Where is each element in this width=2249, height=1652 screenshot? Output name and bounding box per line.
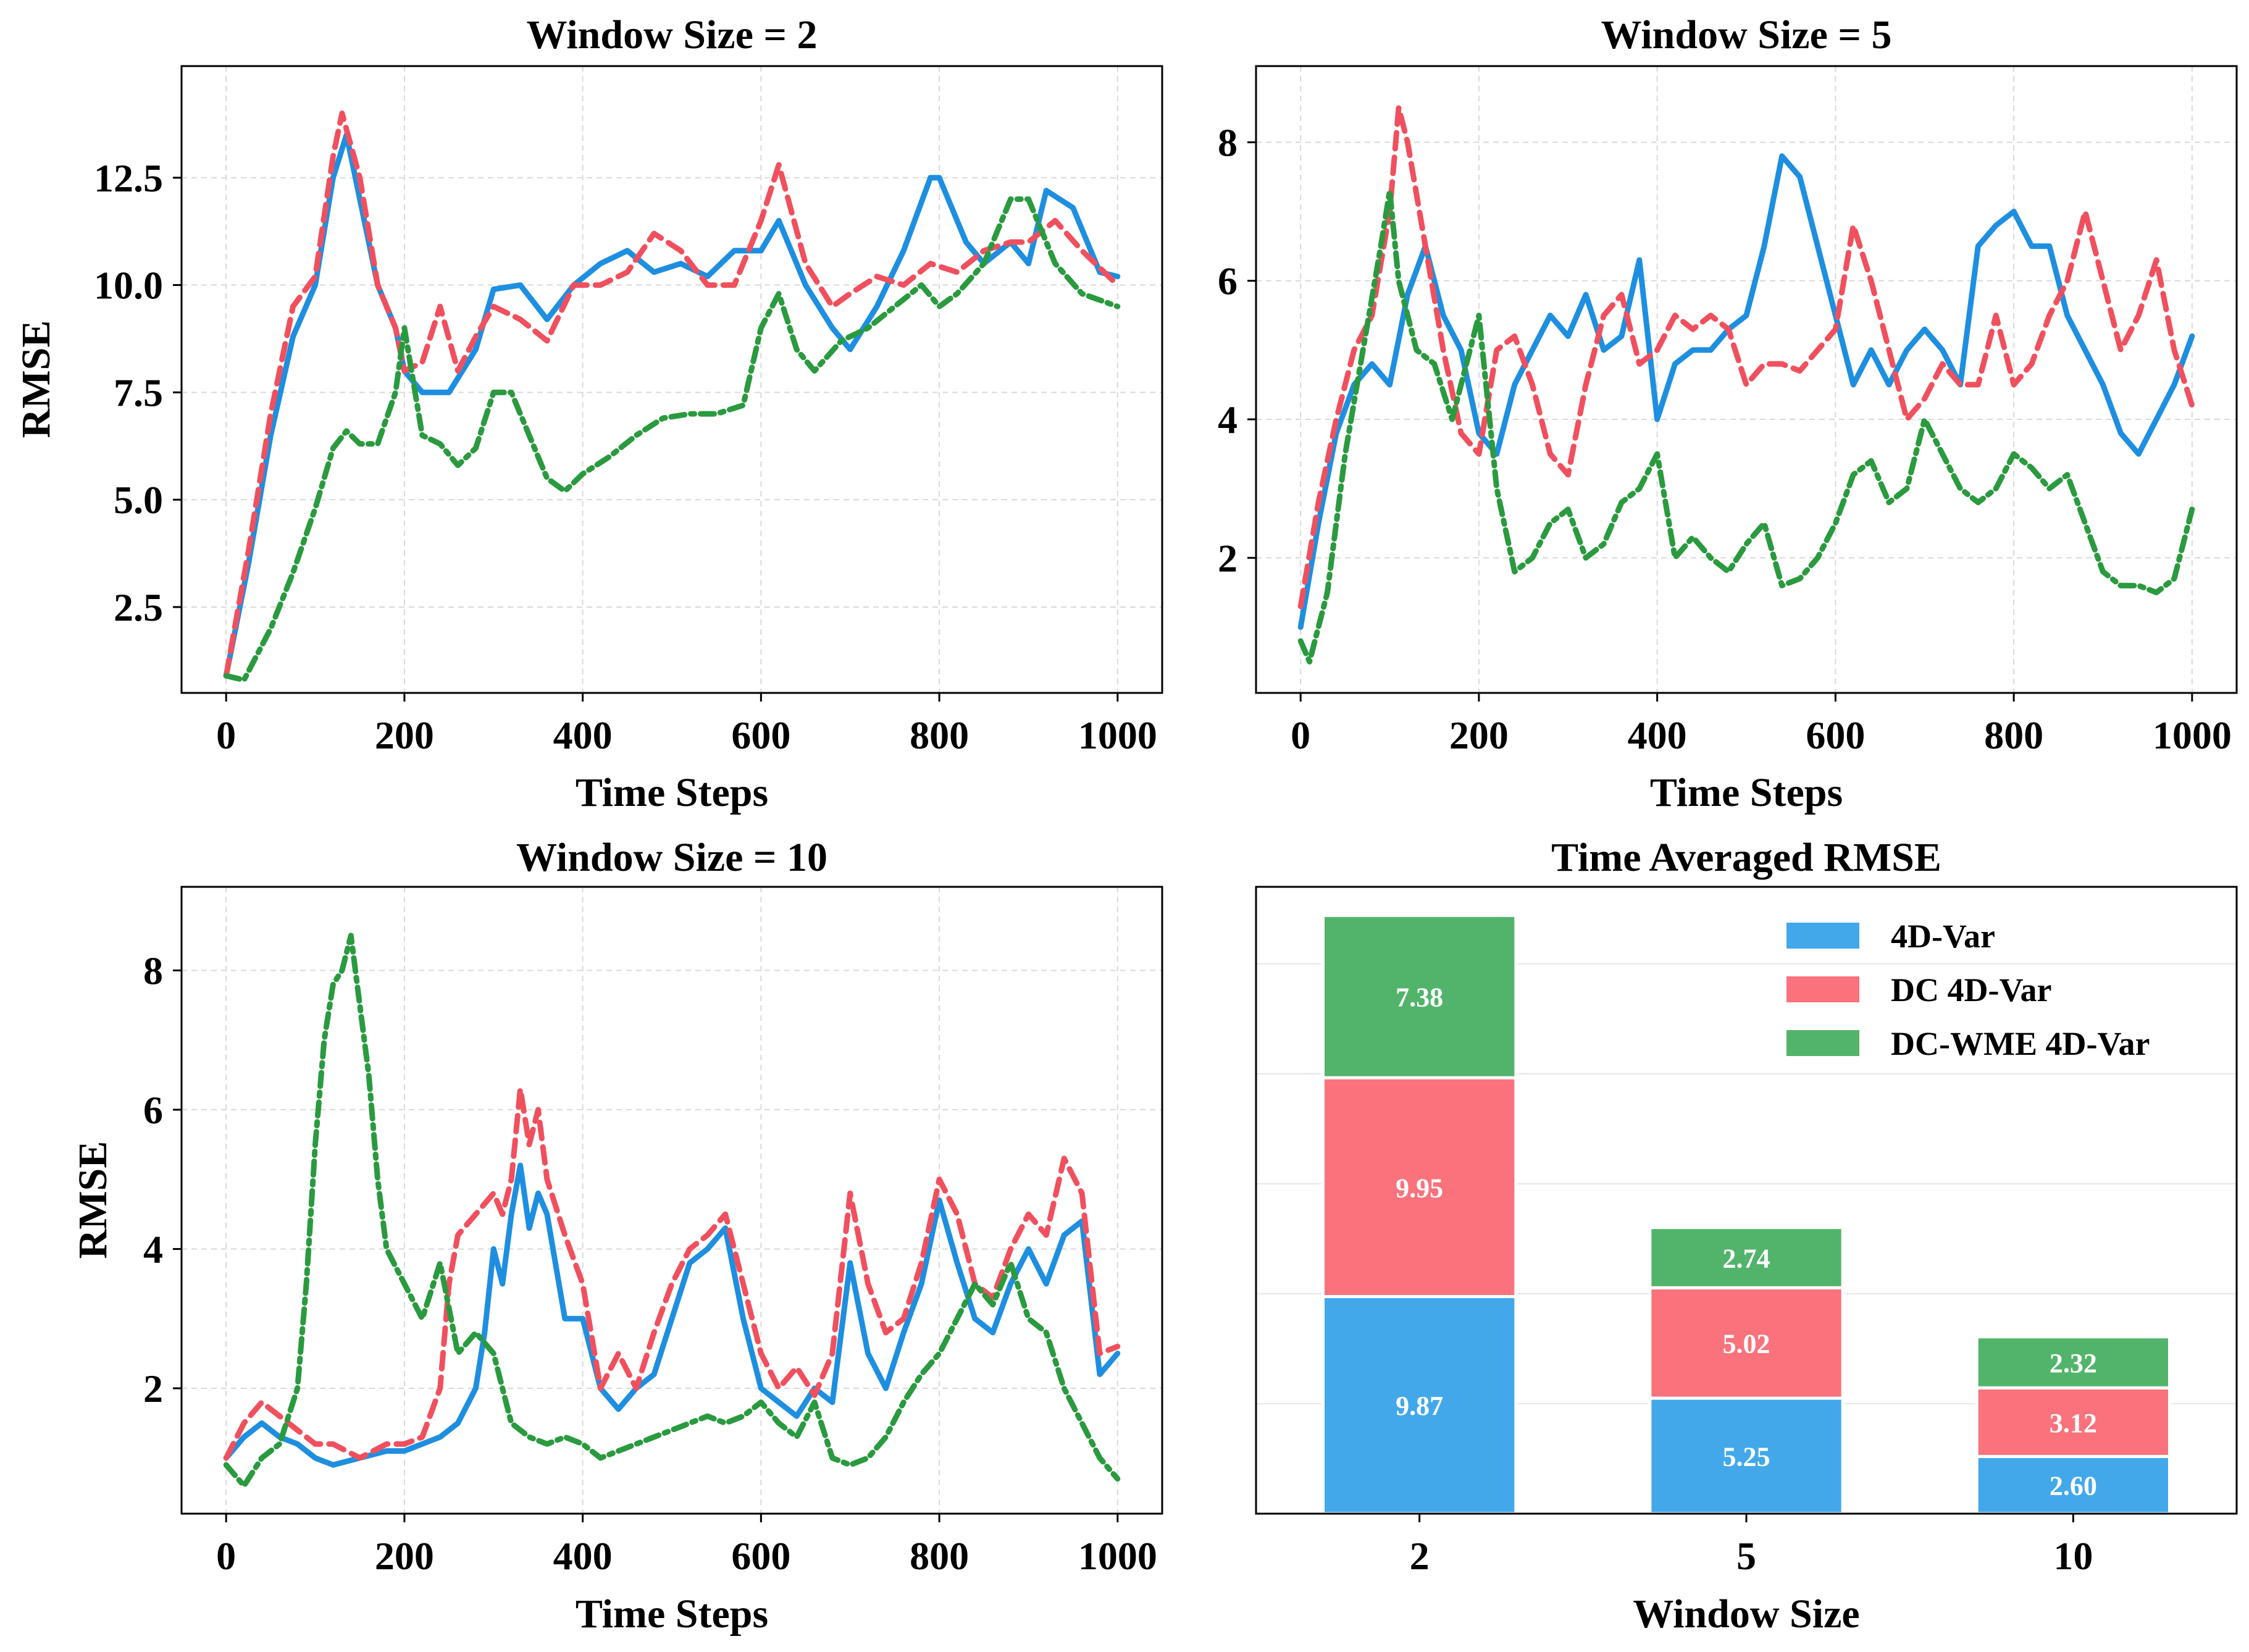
y-tick-label: 2: [1218, 536, 1238, 580]
legend-label-dc-wme-4d-var: DC-WME 4D-Var: [1891, 1025, 2150, 1062]
y-tick-label: 6: [1218, 259, 1238, 303]
x-tick-label: 10: [2053, 1534, 2093, 1578]
x-tick-label: 0: [216, 713, 236, 757]
chart-title: Window Size = 10: [516, 835, 827, 880]
y-tick-label: 7.5: [114, 371, 163, 414]
series-line-dc-4d-var: [1297, 104, 2195, 610]
x-tick-label: 0: [216, 1534, 236, 1578]
bar-segment-dc-wme-4d-var-5: [1648, 1226, 1845, 1289]
series-line-4d-var: [1297, 153, 2195, 630]
bar-value-label: 5.25: [1723, 1442, 1770, 1472]
y-tick-label: 10.0: [94, 264, 163, 308]
x-tick-label: 5: [1736, 1534, 1756, 1578]
plot-frame: [180, 886, 1163, 1515]
bar-segment-4d-var-10: [1975, 1454, 2171, 1516]
x-axis-label: Time Steps: [576, 1591, 768, 1637]
series-line-dc-wme-4d-var: [223, 933, 1121, 1489]
bar-value-label: 2.60: [2050, 1471, 2097, 1501]
x-tick-label: 600: [1806, 713, 1865, 757]
x-tick-label: 800: [910, 1534, 969, 1578]
series-line-dc-wme-4d-var: [223, 196, 1121, 683]
series-line-dc-wme-4d-var: [1297, 188, 2195, 665]
bar-value-label: 9.95: [1396, 1173, 1443, 1203]
panel-window-size-10: 0 200 400 600 800 1000 2 4 6 8 Window Size = 10 T…: [70, 835, 1163, 1637]
x-tick-label: 800: [1984, 713, 2043, 757]
bar-value-label: 2.74: [1723, 1243, 1770, 1273]
x-tick-label: 1000: [1078, 1534, 1157, 1578]
x-tick-label: 200: [375, 713, 434, 757]
x-tick-label: 200: [1449, 713, 1509, 757]
y-tick-label: 4: [1218, 398, 1238, 442]
y-tick-label: 6: [143, 1088, 163, 1132]
x-axis-label: Window Size: [1633, 1591, 1859, 1637]
x-tick-label: 600: [731, 1534, 790, 1578]
chart-title: Window Size = 2: [527, 12, 818, 57]
legend-swatch-4d-var: [1786, 923, 1859, 949]
x-tick-label: 2: [1410, 1534, 1430, 1578]
y-axis-label: RMSE: [14, 321, 59, 438]
bar-value-label: 9.87: [1396, 1391, 1443, 1421]
bar-segment-dc-4d-var-10: [1975, 1386, 2171, 1458]
y-tick-label: 12.5: [94, 156, 163, 200]
series-line-dc-4d-var: [223, 111, 1121, 679]
series-line-dc-4d-var: [223, 1086, 1121, 1461]
x-tick-label: 400: [553, 713, 613, 757]
panel-window-size-2: 0 200 400 600 800 1000 2.5 5.0 7.5 10.0 12.5 Windo…: [14, 12, 1163, 815]
y-tick-label: 2: [143, 1367, 163, 1411]
x-tick-label: 1000: [2153, 713, 2232, 757]
chart-title: Time Averaged RMSE: [1551, 835, 1941, 880]
x-axis-label: Time Steps: [576, 770, 768, 815]
y-axis-label: RMSE: [70, 1141, 115, 1259]
panel-window-size-5: 0 200 400 600 800 1000 2 4 6 8 Window Size = 5 Ti…: [1218, 12, 2238, 815]
x-tick-label: 1000: [1078, 713, 1157, 757]
legend-label-4d-var: 4D-Var: [1891, 918, 1995, 955]
y-tick-label: 8: [143, 949, 163, 992]
x-tick-label: 800: [910, 713, 969, 757]
bar-value-label: 5.02: [1723, 1329, 1770, 1359]
chart-title: Window Size = 5: [1601, 12, 1892, 57]
legend-swatch-dc-4d-var: [1786, 976, 1859, 1002]
x-axis-label: Time Steps: [1650, 770, 1843, 815]
bar-value-label: 3.12: [2050, 1408, 2097, 1438]
y-tick-label: 8: [1218, 120, 1238, 164]
bar-segment-dc-wme-4d-var-10: [1975, 1335, 2171, 1390]
bar-segment-4d-var-2: [1321, 1294, 1518, 1516]
legend-label-dc-4d-var: DC 4D-Var: [1891, 971, 2051, 1008]
series-line-4d-var: [223, 1162, 1121, 1468]
x-tick-label: 200: [375, 1534, 434, 1578]
bar-segment-dc-4d-var-5: [1648, 1286, 1845, 1400]
plot-frame: [1255, 65, 2238, 694]
x-tick-label: 400: [1628, 713, 1687, 757]
bar-value-label: 2.32: [2050, 1348, 2097, 1378]
legend: 4D-Var DC 4D-Var DC-WME 4D-Var: [1786, 918, 2150, 1062]
series-line-4d-var: [223, 132, 1121, 679]
plot-frame: [180, 65, 1163, 694]
x-tick-label: 600: [731, 713, 790, 757]
panel-time-averaged-rmse: 9.87 9.95 7.38 5.25 5.02 2.74 2.60 3.12 2.32 2 5 1…: [1255, 835, 2238, 1637]
bar-segment-dc-wme-4d-var-2: [1321, 913, 1518, 1080]
y-tick-label: 5.0: [114, 478, 163, 522]
y-tick-label: 2.5: [114, 585, 163, 629]
legend-swatch-dc-wme-4d-var: [1786, 1030, 1859, 1056]
x-tick-label: 400: [553, 1534, 613, 1578]
x-tick-label: 0: [1291, 713, 1310, 757]
bar-value-label: 7.38: [1396, 983, 1443, 1013]
y-tick-label: 4: [143, 1227, 163, 1271]
